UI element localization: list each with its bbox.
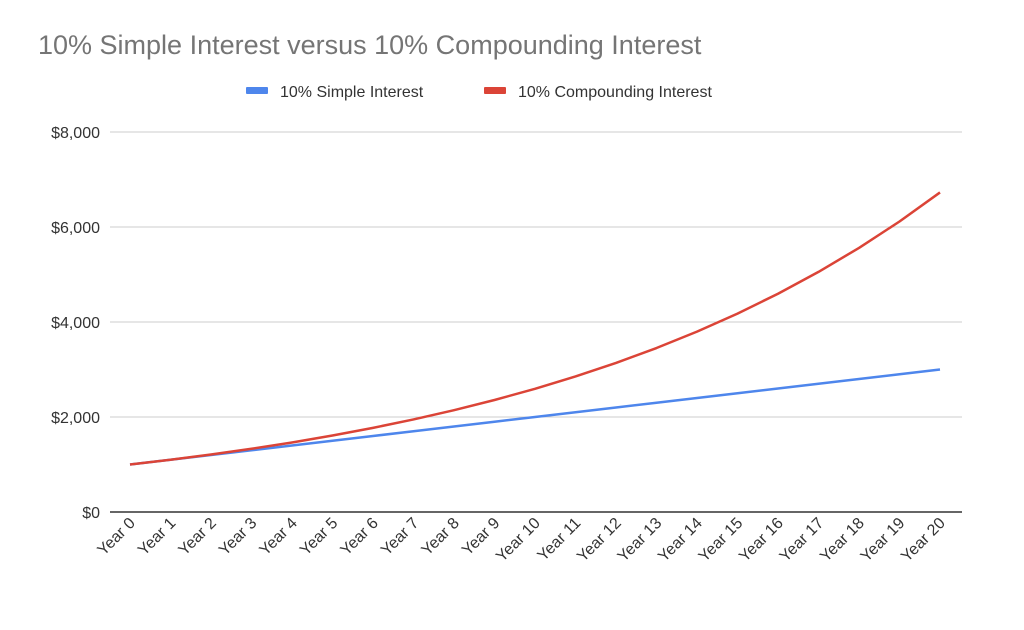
x-tick-label: Year 13 bbox=[615, 515, 666, 566]
x-tick-label: Year 20 bbox=[898, 515, 949, 566]
chart-title: 10% Simple Interest versus 10% Compoundi… bbox=[38, 30, 702, 60]
x-tick-label: Year 3 bbox=[216, 515, 260, 559]
x-tick-label: Year 10 bbox=[493, 515, 544, 566]
x-tick-label: Year 7 bbox=[378, 515, 422, 559]
legend-label: 10% Compounding Interest bbox=[518, 84, 712, 101]
legend-swatch bbox=[484, 87, 506, 94]
x-tick-label: Year 15 bbox=[696, 515, 747, 566]
x-tick-label: Year 16 bbox=[736, 515, 787, 566]
x-tick-label: Year 1 bbox=[135, 515, 179, 559]
x-tick-label: Year 4 bbox=[257, 515, 301, 559]
y-axis-ticks: $0 $2,000 $4,000 $6,000 $8,000 bbox=[51, 125, 100, 522]
x-tick-label: Year 19 bbox=[858, 515, 909, 566]
legend: 10% Simple Interest 10% Compounding Inter… bbox=[246, 84, 712, 101]
gridlines bbox=[110, 131, 962, 513]
y-tick-label: $2,000 bbox=[51, 410, 100, 427]
x-tick-label: Year 12 bbox=[574, 515, 625, 566]
y-tick-label: $8,000 bbox=[51, 125, 100, 142]
legend-label: 10% Simple Interest bbox=[280, 84, 424, 101]
series-lines bbox=[129, 191, 941, 466]
y-tick-label: $4,000 bbox=[51, 315, 100, 332]
x-tick-label: Year 2 bbox=[176, 515, 220, 559]
x-tick-label: Year 5 bbox=[297, 515, 341, 559]
x-tick-label: Year 14 bbox=[655, 515, 706, 566]
x-tick-label: Year 17 bbox=[777, 515, 828, 566]
x-tick-label: Year 18 bbox=[817, 515, 868, 566]
y-tick-label: $6,000 bbox=[51, 220, 100, 237]
series-line-compounding bbox=[129, 191, 941, 466]
legend-swatch bbox=[246, 87, 268, 94]
x-tick-label: Year 6 bbox=[338, 515, 382, 559]
x-tick-label: Year 8 bbox=[419, 515, 463, 559]
y-tick-label: $0 bbox=[82, 505, 100, 522]
series-line-simple bbox=[129, 368, 941, 466]
x-tick-label: Year 0 bbox=[95, 515, 139, 559]
